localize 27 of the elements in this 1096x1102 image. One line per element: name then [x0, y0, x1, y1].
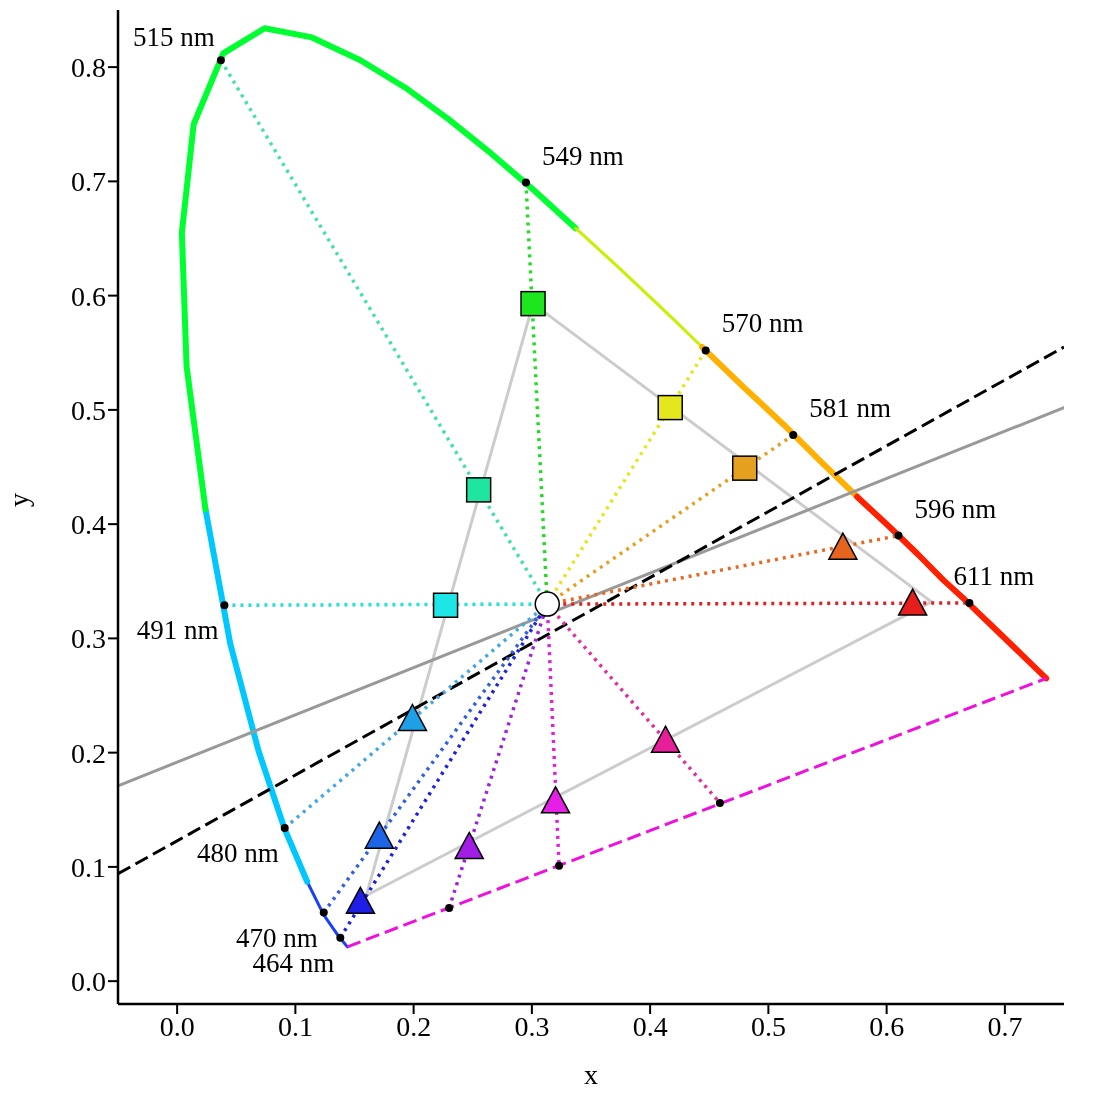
- y-tick-label: 0.2: [71, 737, 106, 769]
- annotation: 549 nm: [541, 140, 624, 171]
- x-axis-title: x: [584, 1059, 598, 1090]
- annotation: 611 nm: [953, 560, 1035, 591]
- annotation: 570 nm: [721, 308, 804, 339]
- y-tick-label: 0.3: [71, 623, 106, 655]
- x-tick-label: 0.7: [987, 1010, 1023, 1042]
- x-tick-label: 0.4: [632, 1010, 668, 1042]
- y-tick-label: 0.1: [71, 851, 106, 883]
- y-tick-label: 0.8: [71, 52, 106, 84]
- annotation: 596 nm: [914, 493, 997, 524]
- x-tick-label: 0.0: [159, 1010, 195, 1042]
- y-tick-label: 0.0: [71, 966, 106, 998]
- x-tick-label: 0.6: [869, 1010, 905, 1042]
- y-axis-title: y: [2, 493, 34, 507]
- y-tick-label: 0.5: [71, 394, 106, 426]
- annotation: 480 nm: [196, 838, 279, 869]
- x-tick-label: 0.3: [514, 1010, 550, 1042]
- x-tick-label: 0.2: [396, 1010, 432, 1042]
- y-tick-label: 0.6: [71, 280, 106, 312]
- annotation: 491 nm: [136, 615, 219, 646]
- x-tick-label: 0.1: [277, 1010, 313, 1042]
- x-tick-label: 0.5: [750, 1010, 786, 1042]
- annotation: 581 nm: [809, 393, 891, 424]
- y-tick-label: 0.4: [71, 509, 106, 541]
- annotation: 515 nm: [133, 22, 215, 53]
- y-tick-label: 0.7: [71, 166, 106, 198]
